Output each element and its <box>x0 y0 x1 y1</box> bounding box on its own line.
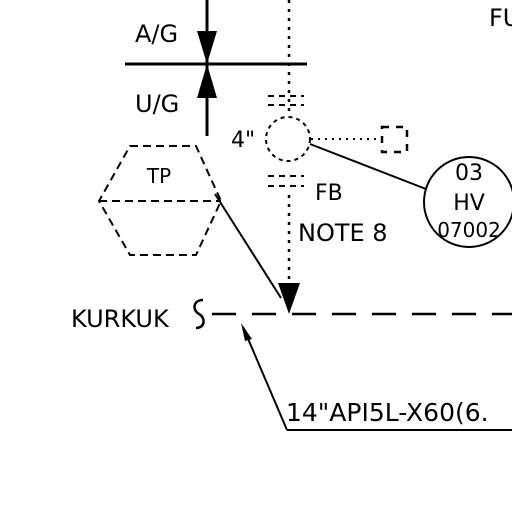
valve-tag-line1: 03 <box>455 161 483 186</box>
dashed-square <box>380 125 409 154</box>
flow-arrow-icon <box>278 283 300 314</box>
spec-leader <box>242 326 288 431</box>
valve-tag-line2: HV <box>453 191 485 216</box>
under-ground-label: U/G <box>135 90 179 118</box>
break-symbol <box>193 298 205 330</box>
corner-label: FU <box>489 4 512 32</box>
size-label: 4" <box>231 128 255 153</box>
note-label: NOTE 8 <box>298 219 388 247</box>
tie-point-label: TP <box>146 164 171 188</box>
flange-blind-label: FB <box>315 181 343 206</box>
down-arrow-icon <box>197 31 217 64</box>
dashed-connection-circle <box>265 116 311 162</box>
up-arrow-icon <box>197 64 217 98</box>
valve-tag-line3: 07002 <box>437 218 501 242</box>
pipe-spec-label: 14"API5L-X60(6. <box>286 398 489 427</box>
above-ground-label: A/G <box>135 20 178 48</box>
valve-tag-leader <box>309 143 427 190</box>
tie-point-leader <box>214 193 282 299</box>
line-origin-label: KURKUK <box>71 305 170 333</box>
spec-arrow-icon <box>241 323 252 341</box>
valve-tag-bubble <box>423 156 512 248</box>
